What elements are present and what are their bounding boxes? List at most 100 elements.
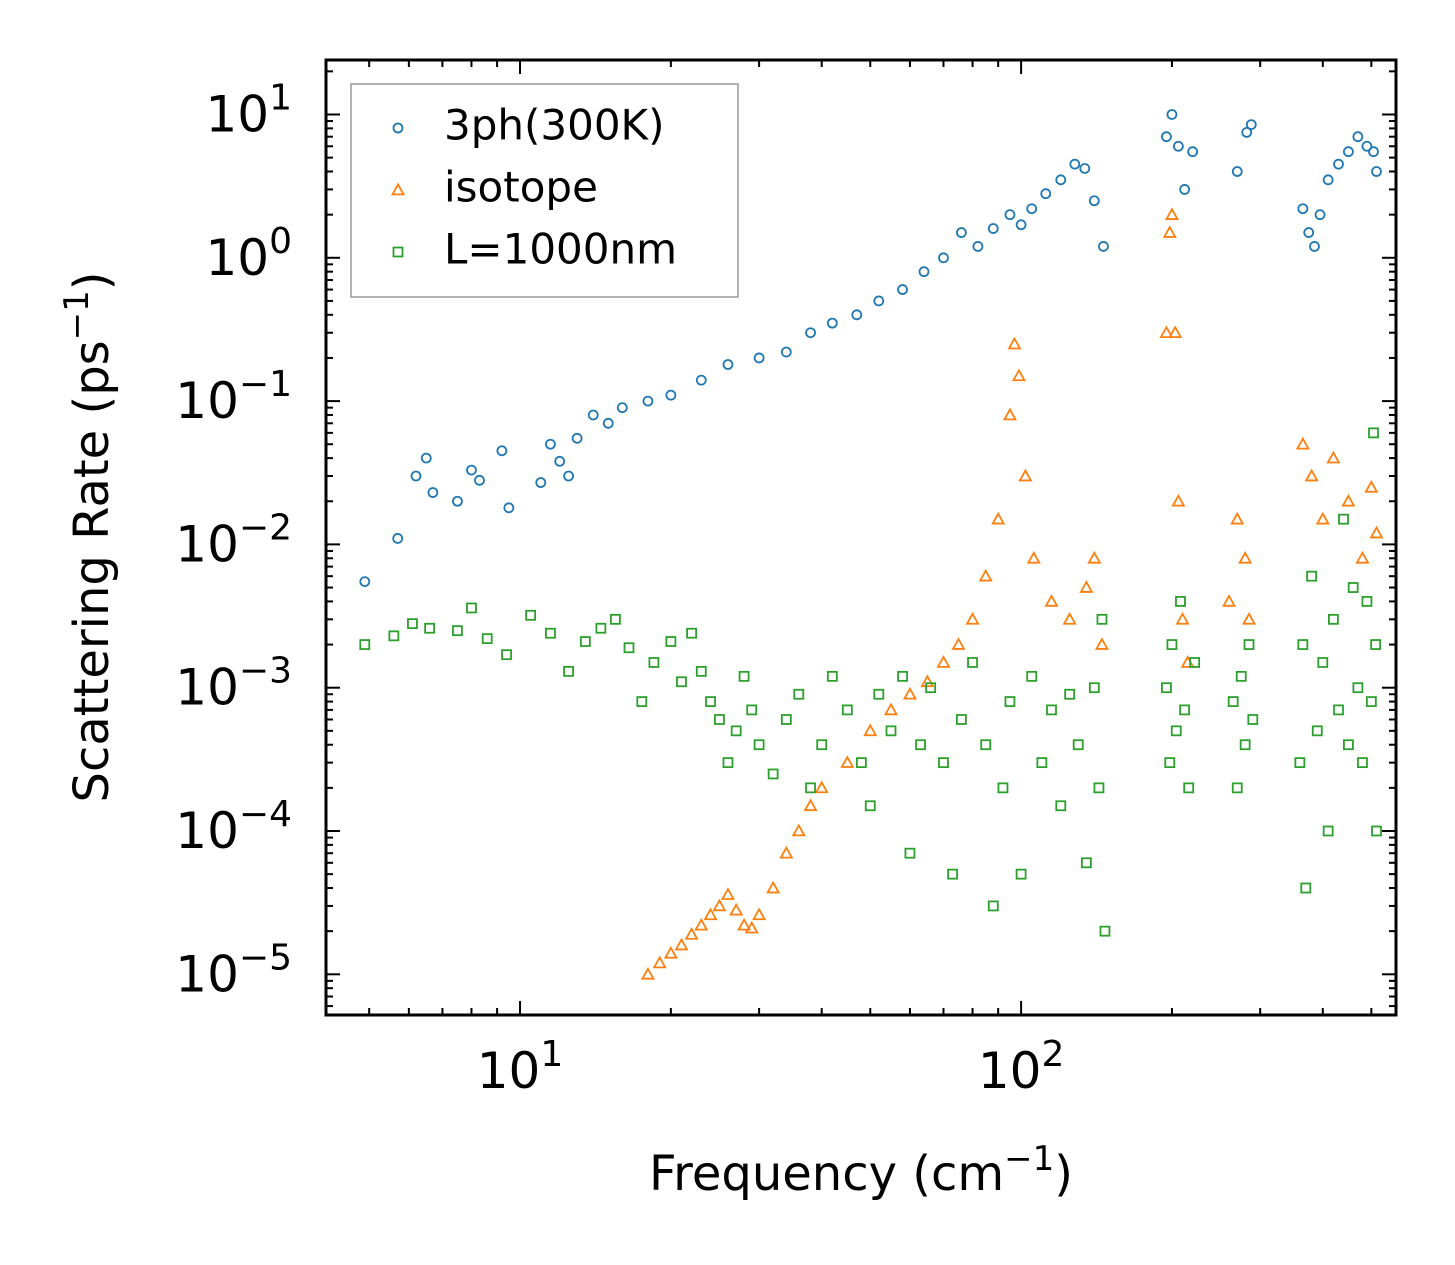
data-point-square (1164, 757, 1176, 769)
data-point-square (686, 627, 698, 639)
data-point-circle (466, 464, 477, 476)
data-point-triangle (951, 637, 966, 650)
data-point-square (864, 800, 876, 812)
legend-marker-square (392, 246, 404, 258)
data-point-circle (780, 346, 792, 358)
data-point-square (816, 739, 828, 751)
data-point-triangle (1241, 611, 1257, 625)
data-point-square (501, 649, 512, 661)
data-point-circle (602, 417, 614, 429)
data-point-circle (972, 241, 984, 252)
data-point-circle (1166, 109, 1178, 120)
data-point-square (1055, 800, 1067, 812)
data-point-square (873, 688, 885, 700)
data-point-square (481, 633, 493, 645)
data-point-triangle (920, 674, 935, 688)
data-point-triangle (1007, 336, 1022, 350)
data-point-square (925, 682, 937, 694)
data-point-circle (571, 432, 583, 444)
data-point-square (855, 757, 867, 769)
legend-square-symbol (392, 246, 404, 258)
data-point-triangle (766, 880, 781, 894)
data-point-triangle (1018, 468, 1033, 482)
data-point-triangle (1355, 550, 1370, 564)
y-tick-label: 10−1 (175, 364, 292, 430)
plot-frame (324, 58, 1398, 1017)
data-point-triangle (902, 686, 917, 700)
data-point-square (525, 609, 537, 621)
data-point-square (1368, 427, 1379, 439)
data-point-circle (392, 533, 404, 544)
data-point-circle (1297, 203, 1309, 215)
data-point-square (1365, 696, 1377, 707)
data-point-square (1004, 696, 1016, 707)
data-point-circle (496, 445, 508, 457)
data-point-square (1333, 704, 1344, 716)
data-point-square (1227, 696, 1239, 707)
legend-marker-triangle (390, 182, 406, 196)
data-point-square (1096, 613, 1108, 625)
data-point-square (915, 739, 926, 751)
data-point-square (705, 696, 716, 707)
data-point-triangle (883, 702, 899, 716)
data-point-square (1189, 657, 1201, 668)
data-point-triangle (1326, 450, 1341, 464)
data-point-circle (554, 455, 566, 467)
data-point-triangle (1238, 550, 1253, 564)
data-point-triangle (694, 917, 709, 931)
data-point-square (1175, 596, 1186, 607)
data-point-triangle (1087, 550, 1102, 564)
legend-entry-3ph: 3ph(300K) (392, 101, 664, 150)
data-point-triangle (1168, 325, 1183, 339)
data-point-circle (1241, 126, 1253, 138)
data-point-circle (1322, 174, 1334, 186)
series-isotope (640, 207, 1384, 980)
data-point-square (841, 704, 853, 716)
y-tick-label: 101 (205, 77, 292, 143)
y-tick-label: 10−4 (175, 794, 292, 860)
data-point-square (1183, 782, 1195, 794)
data-point-circle (1371, 166, 1382, 177)
data-point-square (997, 782, 1009, 794)
data-point-square (563, 665, 574, 677)
data-point-triangle (1315, 511, 1330, 525)
tick-labels: 101 102 101 100 10−1 10−2 10−3 10−4 10−5 (175, 77, 1064, 1100)
data-point-square (1231, 782, 1243, 794)
data-point-square (1357, 757, 1368, 769)
data-point-square (1361, 596, 1373, 607)
data-point-circle (753, 352, 765, 364)
data-point-triangle (1079, 580, 1094, 593)
data-point-square (623, 642, 635, 654)
data-point-square (826, 670, 838, 682)
data-point-triangle (1162, 225, 1177, 238)
data-point-square (1046, 704, 1057, 716)
data-point-circle (642, 395, 654, 407)
data-point-circle (1361, 140, 1373, 152)
data-point-circle (563, 470, 574, 482)
data-point-square (1170, 725, 1182, 737)
data-point-triangle (1002, 407, 1017, 421)
data-point-triangle (1094, 637, 1109, 650)
data-point-square (1081, 857, 1092, 869)
data-point-square (793, 688, 805, 700)
data-point-square (1161, 682, 1172, 694)
data-point-triangle (1369, 525, 1384, 539)
data-point-square (424, 622, 436, 634)
data-point-triangle (652, 955, 667, 969)
data-point-circle (805, 327, 816, 339)
data-marks (359, 109, 1384, 980)
data-point-square (947, 868, 959, 880)
data-point-triangle (936, 655, 951, 668)
data-point-triangle (991, 511, 1006, 525)
data-point-circle (1179, 184, 1191, 195)
data-point-square (805, 782, 816, 794)
data-point-triangle (791, 823, 806, 837)
data-point-triangle (1011, 368, 1026, 382)
data-point-triangle (1222, 594, 1237, 607)
data-point-circle (616, 402, 628, 414)
data-point-square (767, 768, 779, 780)
data-point-square (636, 696, 648, 707)
data-point-square (1311, 725, 1323, 737)
data-point-triangle (663, 946, 678, 959)
data-point-triangle (712, 898, 727, 912)
